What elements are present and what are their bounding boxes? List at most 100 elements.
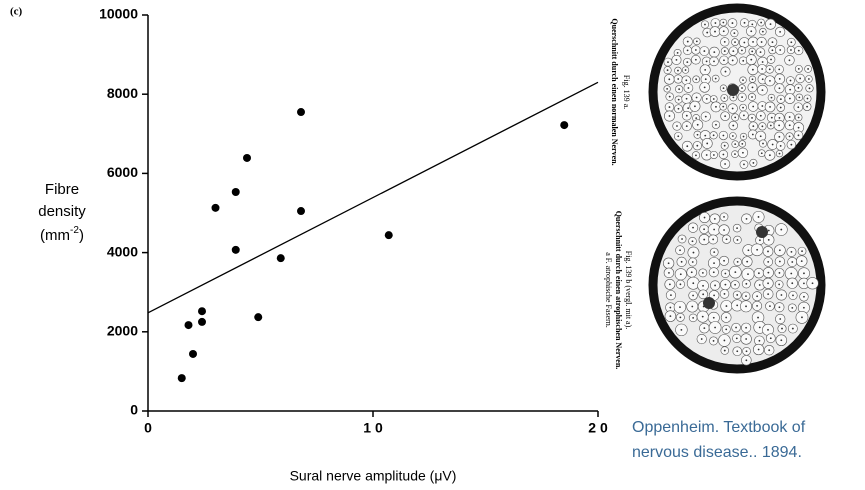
nucleus	[687, 107, 690, 110]
nucleus	[703, 228, 705, 231]
nucleus	[756, 248, 759, 251]
nucleus	[705, 154, 708, 156]
nucleus	[703, 238, 706, 241]
nucleus	[703, 327, 706, 330]
nucleus	[778, 260, 781, 263]
nucleus	[722, 87, 725, 90]
nucleus	[723, 339, 726, 342]
nucleus	[686, 61, 689, 64]
nucleus	[723, 50, 726, 52]
nucleus	[684, 69, 687, 71]
nucleus	[668, 271, 670, 274]
nucleus	[725, 328, 728, 331]
dark-cell	[727, 84, 739, 96]
nucleus	[668, 283, 671, 286]
nucleus	[702, 293, 705, 296]
nucleus	[767, 282, 769, 285]
nucleus	[807, 78, 810, 80]
nucleus	[789, 97, 791, 100]
nucleus	[758, 339, 761, 342]
nucleus	[741, 87, 743, 89]
nucleus	[761, 78, 764, 81]
nucleus	[723, 293, 726, 295]
nucleus	[741, 142, 744, 145]
nucleus	[712, 238, 715, 241]
nucleus	[758, 326, 761, 329]
nucleus	[745, 326, 748, 329]
nucleus	[668, 95, 671, 98]
nucleus	[713, 60, 715, 63]
point	[231, 188, 240, 197]
nucleus	[790, 143, 793, 146]
nucleus	[686, 145, 689, 148]
nucleus	[779, 98, 782, 101]
nucleus	[677, 107, 680, 110]
nucleus	[722, 134, 725, 137]
nucleus	[742, 135, 745, 138]
nucleus	[666, 69, 669, 72]
y-axis-label: density	[38, 203, 86, 220]
nucleus	[778, 272, 781, 274]
unit-close: )	[79, 227, 84, 244]
nucleus	[702, 284, 704, 287]
nucleus	[741, 96, 743, 99]
nucleus	[722, 30, 725, 33]
nucleus	[704, 23, 706, 26]
nucleus	[769, 124, 772, 127]
nucleus	[778, 68, 781, 71]
nucleus	[780, 228, 783, 231]
nucleus	[792, 294, 794, 297]
nucleus	[723, 259, 725, 262]
nucleus	[692, 316, 695, 319]
nucleus	[751, 96, 753, 98]
nucleus	[735, 337, 738, 340]
nucleus	[751, 133, 754, 136]
nucleus	[759, 51, 762, 54]
nucleus	[778, 117, 781, 119]
nucleus	[779, 30, 782, 33]
nucleus	[712, 340, 715, 342]
nucleus	[668, 106, 671, 108]
y-tick-label: 4000	[107, 243, 138, 259]
nucleus	[770, 96, 773, 99]
point	[384, 231, 393, 240]
nucleus	[757, 316, 759, 319]
nucleus	[741, 49, 743, 52]
nucleus	[696, 133, 699, 136]
nucleus	[778, 306, 781, 309]
nucleus	[789, 79, 792, 82]
nucleus	[743, 163, 745, 166]
nucleus	[762, 142, 764, 145]
nucleus	[798, 96, 801, 99]
nucleus	[808, 87, 811, 90]
nucleus	[705, 60, 708, 63]
nucleus	[745, 338, 748, 340]
nucleus	[750, 30, 753, 33]
nucleus	[780, 294, 783, 296]
nucleus	[759, 114, 762, 117]
nucleus	[723, 229, 725, 231]
nucleus	[714, 22, 717, 24]
nucleus	[769, 305, 771, 308]
nucleus	[750, 58, 753, 61]
nucleus	[742, 59, 745, 62]
nucleus	[695, 154, 697, 157]
nucleus	[712, 154, 715, 156]
nucleus	[758, 239, 761, 242]
nucleus	[797, 67, 800, 70]
nucleus	[778, 77, 781, 80]
nucleus	[732, 96, 735, 99]
nucleus	[704, 115, 707, 118]
nucleus	[724, 70, 727, 73]
nucleus	[751, 117, 753, 119]
nucleus	[736, 350, 739, 353]
nucleus	[734, 153, 736, 156]
nucleus	[756, 295, 759, 298]
nucleus	[788, 59, 791, 62]
y-axis-unit: (mm-2)	[40, 225, 84, 244]
nucleus	[743, 41, 746, 44]
nucleus	[732, 124, 735, 127]
nucleus	[732, 50, 735, 53]
nucleus	[713, 228, 716, 231]
